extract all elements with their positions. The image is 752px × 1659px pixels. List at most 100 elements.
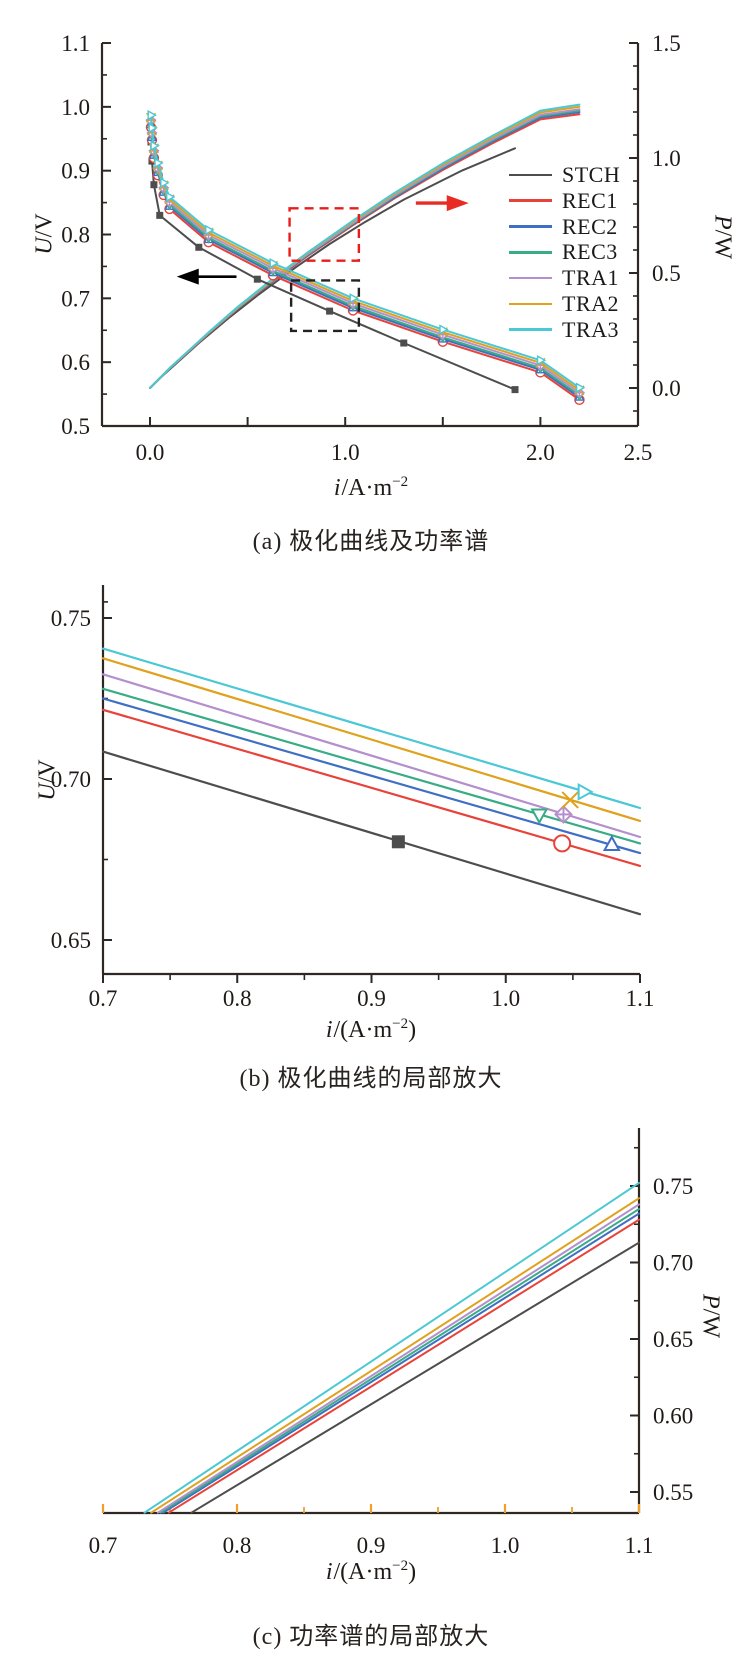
- chart-a-y-left-tick-label: 0.6: [61, 350, 90, 375]
- series-REC2-voltage-zoom-line: [101, 697, 642, 855]
- chart-c-y-tick-label: 0.75: [653, 1174, 693, 1199]
- chart-b-x-tick-label: 1.0: [491, 986, 520, 1011]
- legend-item-TRA1: TRA1: [509, 265, 620, 291]
- legend-line-sample: [509, 276, 552, 280]
- marker-triangle-right: [205, 224, 215, 236]
- series-TRA2-power-zoom-line: [150, 1197, 640, 1514]
- chart-a-y-left-tick-label: 0.5: [61, 414, 90, 439]
- red-dashed-box: [288, 207, 361, 262]
- legend-label: REC2: [562, 213, 618, 239]
- marker-triangle-up: [602, 834, 621, 851]
- marker-square: [195, 243, 203, 251]
- marker-x: [561, 791, 579, 809]
- series-TRA1-voltage-zoom-line: [101, 673, 642, 839]
- marker-triangle-right: [160, 177, 170, 189]
- marker-square: [391, 835, 405, 849]
- marker-square: [156, 211, 164, 219]
- chart-c-x-axis-title: i/(A·m−2): [325, 1558, 417, 1585]
- marker-square: [511, 386, 519, 394]
- legend-line-sample: [509, 173, 552, 177]
- chart-a-y-left-tick-label: 1.0: [61, 95, 90, 120]
- marker-square: [253, 275, 261, 283]
- red-right-arrow-icon: [446, 195, 469, 212]
- chart-b-x-tick-label: 0.9: [357, 986, 386, 1011]
- series-REC3-voltage-zoom-line: [101, 687, 642, 845]
- legend-label: TRA2: [562, 290, 619, 316]
- chart-c-y-tick-label: 0.60: [653, 1404, 693, 1429]
- series-REC3-power-zoom-line: [159, 1208, 640, 1514]
- chart-b-y-tick-label: 0.65: [51, 928, 91, 953]
- series-STCH-voltage-zoom-line: [101, 750, 642, 916]
- chart-c-x-tick-label: 1.0: [491, 1533, 520, 1558]
- marker-triangle-right: [577, 782, 594, 801]
- marker-triangle-right: [150, 140, 160, 152]
- chart-a-x-tick-label: 1.0: [331, 440, 360, 465]
- marker-triangle-right: [536, 355, 547, 366]
- series-TRA3-power-line: [149, 103, 581, 389]
- marker-triangle-right: [154, 157, 164, 169]
- chart-a-x-tick-label: 0.0: [136, 440, 165, 465]
- marker-triangle-down: [530, 808, 549, 825]
- chart-a-y-left-tick-label: 0.9: [61, 159, 90, 184]
- series-REC2-power-zoom-line: [162, 1212, 640, 1514]
- chart-a-x-axis-title: i/A·m−2: [333, 474, 409, 501]
- legend-label: REC1: [562, 187, 618, 213]
- legend-line-sample: [509, 302, 552, 306]
- legend-line-sample: [509, 225, 552, 228]
- series-TRA3-power-zoom-line: [143, 1181, 640, 1514]
- chart-a-x-tick-label: 2.5: [624, 440, 653, 465]
- marker-circle: [553, 834, 572, 853]
- chart-c-y-tick-label: 0.55: [653, 1480, 693, 1505]
- chart-a-y-left-tick-label: 0.7: [61, 286, 90, 311]
- legend-label: TRA1: [562, 265, 619, 291]
- chart-c-y-right-title: P/W: [697, 1294, 724, 1338]
- legend-label: TRA3: [562, 316, 619, 342]
- chart-a-legend: STCH REC1 REC2 REC3 TRA1 TRA2 TRA3: [509, 162, 620, 343]
- chart-c-x-tick-label: 0.9: [357, 1533, 386, 1558]
- legend-line-sample: [509, 199, 552, 202]
- legend-item-STCH: STCH: [509, 162, 620, 188]
- chart-a-y-left-title: U/V: [31, 213, 58, 255]
- chart-b-y-left-unit: /V: [34, 759, 61, 784]
- chart-b-caption: (b) 极化曲线的局部放大: [239, 1066, 503, 1092]
- chart-b-x-tick-label: 0.8: [223, 986, 252, 1011]
- chart-b-x-tick-label: 1.1: [626, 986, 655, 1011]
- chart-a-y-right-tick-label: 1.0: [652, 146, 681, 171]
- marker-square: [326, 307, 334, 315]
- chart-c-y-tick-label: 0.70: [653, 1251, 693, 1276]
- legend-item-TRA2: TRA2: [509, 291, 620, 317]
- legend-item-TRA3: TRA3: [509, 317, 620, 343]
- chart-c-x-tick-label: 1.1: [625, 1533, 654, 1558]
- legend-line-sample: [509, 328, 552, 331]
- chart-c-x-tick-label: 0.8: [223, 1533, 252, 1558]
- marker-triangle-right: [147, 109, 157, 121]
- chart-b-y-tick-label: 0.70: [51, 767, 91, 792]
- marker-triangle-right: [269, 257, 279, 269]
- chart-a-y-right-tick-label: 0.5: [652, 261, 681, 286]
- marker-square: [400, 339, 408, 347]
- marker-triangle-right: [349, 293, 359, 304]
- series-REC1-power-zoom-line: [167, 1218, 640, 1514]
- chart-a-caption: (a) 极化曲线及功率谱: [252, 529, 490, 555]
- chart-b-y-left-title: U/V: [34, 759, 61, 801]
- chart-c-y-tick-label: 0.65: [653, 1327, 693, 1352]
- chart-c-caption: (c) 功率谱的局部放大: [252, 1624, 490, 1650]
- chart-a-y-left-tick-label: 1.1: [61, 31, 90, 56]
- series-TRA2-voltage-zoom-line: [101, 657, 642, 823]
- legend-label: REC3: [562, 239, 618, 265]
- series-STCH-power-line: [149, 147, 516, 389]
- legend-item-REC3: REC3: [509, 239, 620, 265]
- marker-triangle-right: [439, 324, 449, 335]
- chart-a-x-tick-label: 2.0: [526, 440, 555, 465]
- chart-b-y-tick-label: 0.75: [51, 606, 91, 631]
- chart-c-y-right-unit: /W: [697, 1308, 724, 1338]
- black-left-arrow-icon: [176, 268, 199, 285]
- series-STCH-power-zoom-line: [190, 1241, 640, 1514]
- chart-a-y-right-tick-label: 1.5: [652, 31, 681, 56]
- legend-item-REC1: REC1: [509, 188, 620, 214]
- chart-a-y-right-unit: /W: [709, 229, 736, 259]
- chart-b-x-axis-title: i/(A·m−2): [325, 1016, 417, 1043]
- chart-a-y-left-tick-label: 0.8: [61, 223, 90, 248]
